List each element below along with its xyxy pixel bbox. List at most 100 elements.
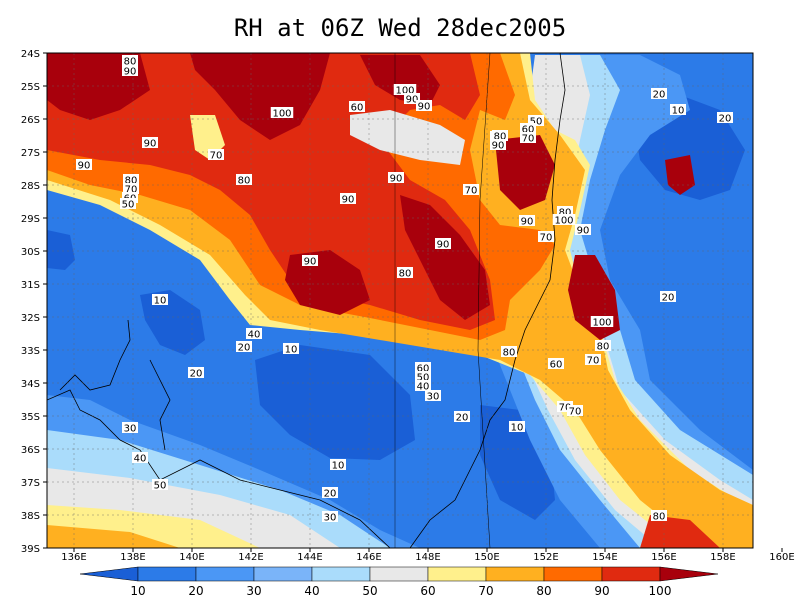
contour-label: 50	[415, 371, 431, 384]
contour-label: 90	[575, 224, 591, 237]
contour-label-bg	[528, 115, 544, 126]
contour-label-text: 80	[124, 57, 137, 68]
lon-label: 156E	[651, 552, 676, 563]
contour-label-bg	[388, 172, 404, 183]
contour-label: 80	[397, 267, 413, 280]
colorbar-swatch	[137, 566, 197, 582]
colorbar-label: 100	[649, 584, 672, 598]
contour-label-text: 80	[503, 348, 516, 359]
colorbar-swatch	[601, 566, 661, 582]
contour-label: 90	[388, 172, 404, 185]
contour-label-text: 10	[332, 461, 345, 472]
contour-label: 30	[425, 390, 441, 403]
contour-label: 40	[132, 452, 148, 465]
contour-label: 80	[557, 206, 573, 219]
contour-labels: 8090100909080100605060807090201020907090…	[76, 55, 733, 524]
contour-label-bg	[492, 130, 508, 141]
contour-label-bg	[595, 340, 611, 351]
contour-label-text: 90	[521, 217, 534, 228]
lat-label: 38S	[21, 511, 40, 522]
rh-band-10-a	[47, 230, 75, 270]
contour-label-bg	[322, 511, 338, 522]
lat-label: 32S	[21, 313, 40, 324]
contour-label: 70	[557, 401, 573, 414]
contour-label: 70	[585, 354, 601, 367]
contour-label: 90	[142, 137, 158, 150]
contour-label-text: 80	[494, 132, 507, 143]
contour-label-bg	[123, 174, 139, 185]
contour-label-bg	[520, 132, 536, 143]
contour-label-bg	[651, 510, 667, 521]
contour-label: 30	[322, 511, 338, 524]
contour-label-bg	[717, 112, 733, 123]
contour-label-text: 90	[577, 226, 590, 237]
rh-band-10-b	[140, 290, 205, 355]
contour-label-bg	[567, 405, 583, 416]
lat-label: 27S	[21, 148, 40, 159]
contour-label-text: 90	[78, 161, 91, 172]
contour-label-bg	[520, 123, 536, 134]
contour-label-text: 90	[304, 257, 317, 268]
contour-label-bg	[122, 422, 138, 433]
colorbar-swatch	[485, 566, 545, 582]
colorbar-label: 90	[594, 584, 609, 598]
contour-label-bg	[415, 371, 431, 382]
lat-label: 25S	[21, 82, 40, 93]
contour-label-bg	[152, 479, 168, 490]
lon-label: 142E	[238, 552, 263, 563]
contour-label-text: 60	[417, 364, 430, 375]
contour-label-text: 90	[390, 174, 403, 185]
contour-label: 70	[520, 132, 536, 145]
latitude-labels: 24S 25S 26S 27S 28S 29S 30S 31S 32S 33S 34S 35S 36S 3…	[21, 49, 47, 555]
colorbar-label: 40	[304, 584, 319, 598]
contour-label: 50	[528, 115, 544, 128]
lon-label: 154E	[592, 552, 617, 563]
contour-label: 80	[123, 174, 139, 187]
map-title: RH at 06Z Wed 28dec2005	[233, 14, 567, 42]
contour-label-bg	[142, 137, 158, 148]
contour-label-text: 100	[272, 109, 291, 120]
contour-label-text: 80	[597, 342, 610, 353]
contour-label-bg	[519, 215, 535, 226]
colorbar-swatch	[543, 566, 603, 582]
contour-label-bg	[122, 55, 138, 66]
contour-label-text: 30	[324, 513, 337, 524]
contour-label: 80	[236, 174, 252, 187]
lat-label: 33S	[21, 346, 40, 357]
rh-pocket-60	[350, 110, 465, 165]
lat-label: 36S	[21, 445, 40, 456]
lon-label: 148E	[415, 552, 440, 563]
contour-label-bg	[123, 183, 139, 194]
contour-label-text: 60	[351, 103, 364, 114]
lat-label: 26S	[21, 115, 40, 126]
contour-label-text: 20	[190, 369, 203, 380]
rh-core-100-e	[285, 250, 370, 315]
contour-label-text: 70	[210, 151, 223, 162]
contour-label: 90	[76, 159, 92, 172]
contour-label-text: 90	[144, 139, 157, 150]
contour-label-text: 30	[427, 392, 440, 403]
colorbar-swatch	[195, 566, 255, 582]
contour-label-bg	[236, 174, 252, 185]
contour-label-text: 50	[122, 200, 135, 211]
contour-label-bg	[302, 255, 318, 266]
contour-label-bg	[122, 192, 138, 203]
contour-label: 80	[651, 510, 667, 523]
contour-label: 80	[122, 55, 138, 68]
lon-label: 152E	[533, 552, 558, 563]
contour-label: 70	[123, 183, 139, 196]
contour-label-text: 80	[653, 512, 666, 523]
contour-label: 90	[490, 139, 506, 152]
contour-label: 90	[302, 255, 318, 268]
contour-label: 40	[246, 328, 262, 341]
contour-label: 70	[208, 149, 224, 162]
contour-label-text: 90	[437, 240, 450, 251]
contour-label-text: 50	[530, 117, 543, 128]
contour-label: 90	[519, 215, 535, 228]
contour-label-text: 70	[125, 185, 138, 196]
colorbar-swatch	[311, 566, 371, 582]
lat-label: 39S	[21, 544, 40, 555]
contour-label-bg	[490, 139, 506, 150]
contour-label-text: 20	[324, 489, 337, 500]
lon-label: 136E	[61, 552, 86, 563]
